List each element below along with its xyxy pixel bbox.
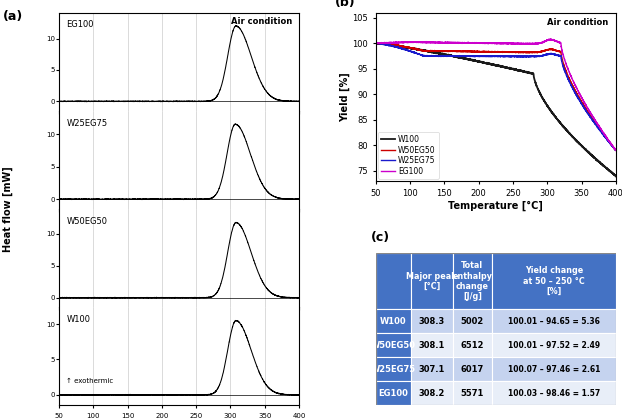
Text: Air condition: Air condition [231, 18, 292, 26]
Text: (b): (b) [335, 0, 356, 9]
W50EG50 [372, 40, 379, 45]
W25EG75 [475, 54, 482, 59]
Text: W100: W100 [67, 315, 90, 324]
Text: 100.03 – 98.46 = 1.57: 100.03 – 98.46 = 1.57 [508, 389, 600, 398]
Bar [453, 253, 492, 309]
EG100 [612, 148, 620, 153]
W50EG50 [608, 142, 615, 147]
W25EG75 [608, 142, 615, 147]
Bar [492, 309, 616, 334]
W100 [608, 169, 615, 174]
Text: ↑ exothermic: ↑ exothermic [67, 378, 114, 384]
W50EG50 [399, 44, 407, 49]
Text: Major peak
[°C]: Major peak [°C] [406, 272, 457, 291]
Bar [411, 357, 453, 382]
Line: EG100: EG100 [376, 39, 616, 150]
Text: 307.1: 307.1 [419, 365, 445, 374]
W25EG75 [414, 51, 421, 56]
X-axis label: Temperature [°C]: Temperature [°C] [448, 200, 543, 211]
EG100 [464, 41, 471, 46]
W100 [373, 40, 380, 45]
W50EG50 [612, 148, 620, 153]
W100 [612, 174, 620, 179]
Text: Air condition: Air condition [547, 18, 608, 27]
Bar [376, 253, 411, 309]
EG100 [582, 102, 589, 107]
W100 [464, 56, 471, 61]
W50EG50 [414, 47, 421, 52]
W50EG50 [475, 49, 482, 54]
W25EG75 [582, 107, 589, 112]
W100 [372, 41, 379, 46]
Bar [492, 382, 616, 405]
Line: W100: W100 [376, 43, 616, 176]
W50EG50 [582, 106, 589, 111]
Text: 308.2: 308.2 [419, 389, 445, 398]
EG100 [414, 39, 421, 44]
Text: 6512: 6512 [461, 341, 484, 350]
W50EG50 [464, 49, 471, 54]
W25EG75 [372, 41, 379, 46]
Text: 100.01 – 97.52 = 2.49: 100.01 – 97.52 = 2.49 [508, 341, 600, 350]
EG100 [547, 37, 554, 42]
Bar [376, 357, 411, 382]
Line: W50EG50: W50EG50 [376, 43, 616, 150]
EG100 [399, 40, 407, 45]
Text: 5571: 5571 [461, 389, 484, 398]
Text: W50EG50: W50EG50 [67, 217, 107, 226]
W100 [399, 44, 407, 49]
Text: 100.01 – 94.65 = 5.36: 100.01 – 94.65 = 5.36 [508, 317, 600, 326]
Y-axis label: Yield [%]: Yield [%] [340, 72, 350, 122]
Text: EG100: EG100 [67, 20, 94, 29]
Bar [453, 309, 492, 334]
EG100 [475, 41, 482, 46]
Text: W50EG50: W50EG50 [371, 341, 415, 350]
Text: Yield change
at 50 – 250 °C
[%]: Yield change at 50 – 250 °C [%] [523, 266, 585, 296]
Text: 308.3: 308.3 [419, 317, 445, 326]
W100 [475, 59, 482, 64]
W25EG75 [612, 148, 620, 153]
Text: 5002: 5002 [461, 317, 484, 326]
Text: (c): (c) [371, 231, 390, 244]
Text: 100.07 – 97.46 = 2.61: 100.07 – 97.46 = 2.61 [508, 365, 600, 374]
Bar [492, 357, 616, 382]
Text: (a): (a) [3, 10, 24, 23]
Bar [376, 382, 411, 405]
Bar [453, 334, 492, 357]
Bar [492, 334, 616, 357]
Bar [411, 382, 453, 405]
EG100 [608, 141, 615, 146]
W25EG75 [612, 148, 620, 153]
Line: W25EG75: W25EG75 [376, 43, 616, 150]
W50EG50 [373, 40, 380, 45]
Bar [492, 253, 616, 309]
W100 [582, 147, 589, 152]
Bar [376, 334, 411, 357]
Text: 6017: 6017 [461, 365, 484, 374]
W50EG50 [612, 148, 620, 153]
Bar [376, 309, 411, 334]
Bar [453, 382, 492, 405]
Text: EG100: EG100 [378, 389, 408, 398]
Text: W25EG75: W25EG75 [67, 119, 108, 127]
Bar [411, 309, 453, 334]
EG100 [612, 148, 620, 153]
Legend: W100, W50EG50, W25EG75, EG100: W100, W50EG50, W25EG75, EG100 [378, 132, 439, 178]
Text: W100: W100 [380, 317, 407, 326]
Text: Heat flow [mW]: Heat flow [mW] [3, 166, 14, 252]
W25EG75 [464, 54, 471, 59]
EG100 [372, 41, 379, 46]
Text: Total
enthalpy
change
[J/g]: Total enthalpy change [J/g] [452, 261, 493, 301]
Bar [411, 334, 453, 357]
W25EG75 [374, 40, 381, 45]
Text: 308.1: 308.1 [419, 341, 445, 350]
W25EG75 [399, 46, 407, 51]
Bar [453, 357, 492, 382]
Text: W25EG75: W25EG75 [371, 365, 415, 374]
Bar [411, 253, 453, 309]
W100 [414, 47, 421, 52]
